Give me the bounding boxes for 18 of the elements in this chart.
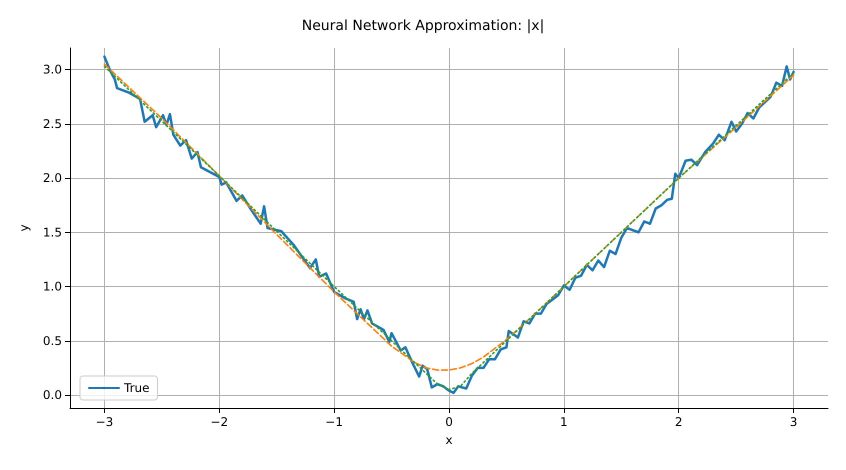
chart-title: Neural Network Approximation: |x| [302,18,544,34]
x-tick-label: 0 [445,415,453,429]
y-tick-label: 1.5 [42,225,62,240]
x-tick-label: −1 [325,415,344,429]
x-axis-title: x [445,433,453,447]
legend-label: True [123,381,150,395]
y-tick-label: 2.0 [42,171,62,186]
x-tick-label: −3 [96,415,114,429]
x-tick-label: 1 [560,415,568,429]
x-tick-label: 2 [674,415,683,429]
y-tick-label: 1.0 [42,280,62,294]
x-tick-label: 3 [790,415,798,429]
x-tick-label: −2 [210,415,228,429]
y-axis-title: y [17,224,31,232]
y-tick-label: 0.0 [42,388,62,402]
y-tick-label: 2.5 [42,116,62,131]
y-tick-label: 0.5 [42,334,62,348]
y-tick-label: 3.0 [42,62,62,77]
